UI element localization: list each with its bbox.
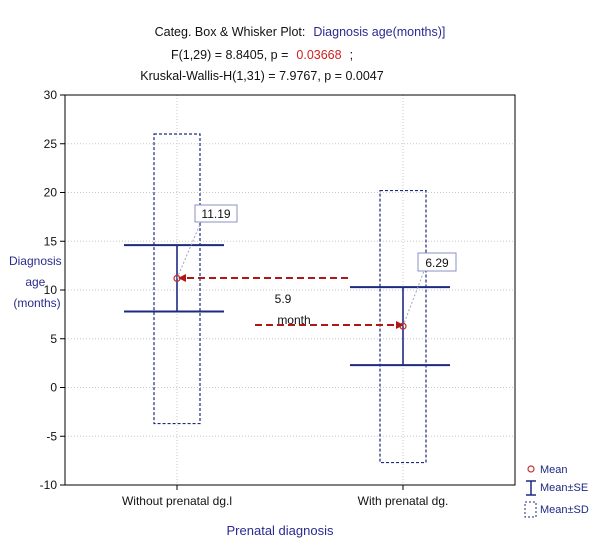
- title-prefix: Categ. Box & Whisker Plot:: [155, 25, 306, 39]
- mean-value-label: 11.19: [201, 207, 230, 221]
- y-tick-label: -10: [40, 478, 58, 492]
- legend-mean-symbol: [527, 465, 535, 473]
- x-axis-label: Prenatal diagnosis: [227, 523, 334, 538]
- legend-sd-label: Mean±SD: [540, 504, 589, 516]
- title-variable: Diagnosis age(months)]: [313, 25, 445, 39]
- y-axis-label: Diagnosis age (months): [9, 254, 65, 310]
- y-tick-label: 0: [50, 381, 57, 395]
- y-tick-label: 5: [50, 332, 57, 346]
- anova-stat: F(1,29) = 8.8405, p = 0.03668;: [171, 48, 353, 62]
- mean-value-label: 6.29: [425, 256, 449, 270]
- y-label-line-1: Diagnosis: [9, 254, 62, 268]
- group-2: [350, 189, 450, 464]
- y-tick-label: 10: [44, 283, 58, 297]
- y-label-line-3: (months): [13, 296, 60, 310]
- callout-box: [194, 204, 238, 223]
- y-tick-label: 25: [44, 137, 58, 151]
- callout-leader: [176, 221, 202, 279]
- y-tick-label: 15: [44, 234, 58, 248]
- y-axis: -10 -5 0 5 10 15 20 25 30: [40, 88, 65, 492]
- legend-sd-symbol: [524, 501, 537, 518]
- mean-callout-1: 11.19: [176, 204, 238, 279]
- legend-se-label: Mean±SE: [540, 482, 588, 494]
- difference-annotation: 5.9 month: [178, 274, 404, 329]
- grid: [65, 95, 515, 485]
- difference-value: 5.9: [275, 292, 292, 306]
- kruskal-wallis-stat: Kruskal-Wallis-H(1,31) = 7.9767, p = 0.0…: [140, 69, 383, 83]
- y-tick-label: -5: [46, 429, 57, 443]
- y-tick-label: 20: [44, 186, 58, 200]
- callout-leader: [402, 270, 425, 327]
- legend: Mean Mean±SE Mean±SD: [524, 464, 589, 518]
- x-tick-label: With prenatal dg.: [358, 494, 449, 508]
- anova-prefix: F(1,29) = 8.8405, p =: [171, 48, 288, 62]
- mean-callout-2: 6.29: [402, 252, 457, 327]
- difference-unit: month: [277, 313, 310, 327]
- y-label-line-2: age: [25, 275, 45, 289]
- y-tick-label: 30: [44, 88, 58, 102]
- x-axis: Without prenatal dg.l With prenatal dg.: [122, 485, 448, 508]
- x-tick-label: Without prenatal dg.l: [122, 494, 232, 508]
- callout-box: [417, 252, 457, 272]
- sd-box: [379, 189, 427, 464]
- chart-title: Categ. Box & Whisker Plot: Diagnosis age(…: [155, 25, 446, 39]
- legend-mean-label: Mean: [540, 464, 568, 476]
- legend-se-symbol: [526, 480, 536, 496]
- anova-p-value: 0.03668: [296, 48, 341, 62]
- anova-suffix: ;: [350, 48, 353, 62]
